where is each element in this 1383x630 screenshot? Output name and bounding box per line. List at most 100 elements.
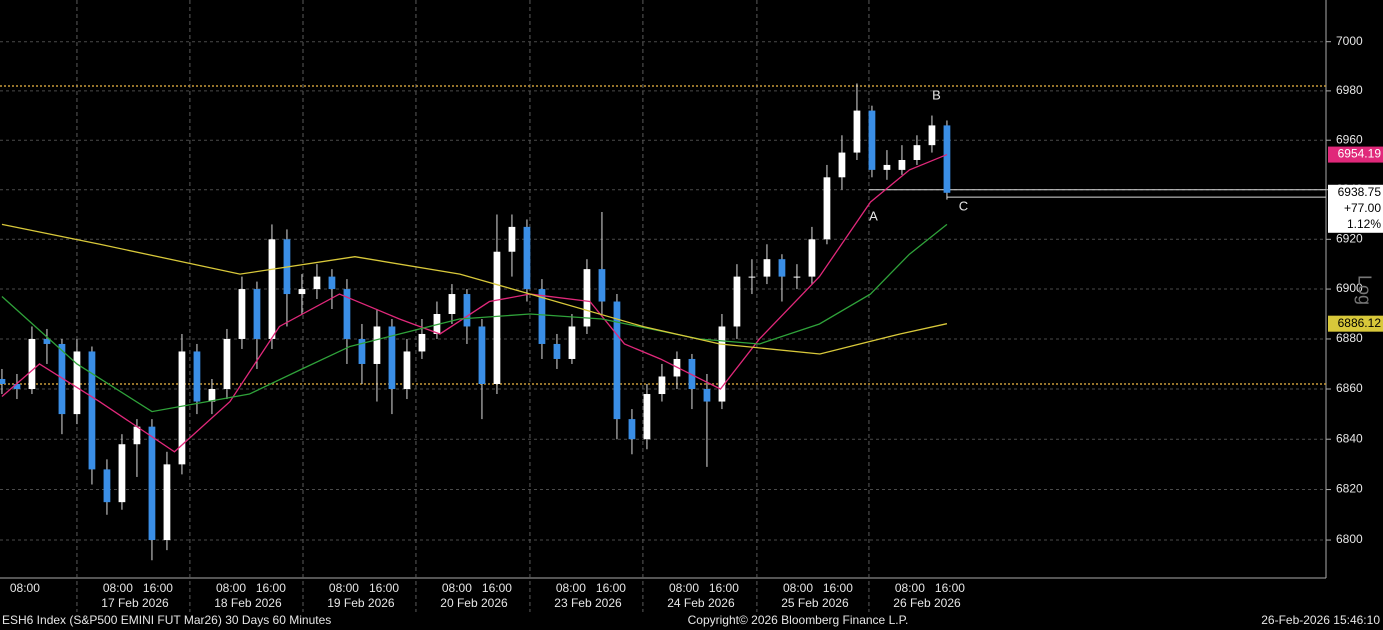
slow-ma-tag: 6886.12 (1338, 316, 1382, 330)
y-tick-label: 6880 (1336, 331, 1363, 345)
annotation: C (959, 198, 968, 213)
y-tick-label: 6860 (1336, 381, 1363, 395)
x-tick-label: 16:00 (369, 581, 399, 595)
candle-body (583, 269, 591, 327)
footer-left: ESH6 Index (S&P500 EMINI FUT Mar26) 30 D… (2, 613, 331, 627)
candle-body (613, 301, 621, 420)
candle-body (223, 338, 231, 390)
candle-body (103, 469, 111, 503)
moving-average (1, 223, 948, 355)
last-price: 6938.75 (1338, 185, 1382, 199)
candle-body (538, 289, 546, 344)
footer-center: Copyright© 2026 Bloomberg Finance L.P. (688, 613, 909, 627)
candle-body (43, 338, 51, 344)
x-tick-label: 16:00 (482, 581, 512, 595)
y-tick-label: 7000 (1336, 34, 1363, 48)
candle-body (268, 239, 276, 339)
change: +77.00 (1344, 201, 1381, 215)
x-tick-label: 08:00 (216, 581, 246, 595)
candle-body (658, 376, 666, 395)
x-tick-label: 08:00 (10, 581, 40, 595)
y-tick-label: 6840 (1336, 431, 1363, 445)
date-label: 20 Feb 2026 (440, 596, 508, 610)
footer-right: 26-Feb-2026 15:46:10 (1261, 613, 1380, 627)
candle-body (703, 389, 711, 402)
last-price-box (1328, 184, 1383, 233)
candle-body (853, 110, 861, 153)
candle-body (793, 276, 801, 278)
change-pct: 1.12% (1347, 217, 1381, 231)
x-tick-label: 16:00 (823, 581, 853, 595)
candle-body (163, 464, 171, 541)
candle-body (553, 343, 561, 359)
candle-body (178, 351, 186, 465)
candle-body (448, 294, 456, 314)
candle-body (118, 444, 126, 503)
candle-body (478, 326, 486, 385)
fast-ma-tag-box (1328, 146, 1383, 163)
candle-body (328, 276, 336, 290)
candle-body (313, 276, 321, 290)
candle-body (373, 326, 381, 364)
candle-body (508, 226, 516, 252)
candle-body (0, 378, 6, 385)
candle-body (808, 239, 816, 277)
candle-body (643, 394, 651, 440)
x-tick-label: 08:00 (895, 581, 925, 595)
candle-body (343, 289, 351, 339)
candle-body (388, 326, 396, 390)
date-label: 17 Feb 2026 (101, 596, 169, 610)
candle-body (193, 351, 201, 402)
candle-body (403, 351, 411, 390)
moving-average (1, 223, 948, 413)
date-label: 26 Feb 2026 (893, 596, 961, 610)
x-tick-label: 16:00 (596, 581, 626, 595)
footer-bar (0, 612, 1383, 630)
candle-body (58, 343, 66, 415)
y-tick-label: 6900 (1336, 281, 1363, 295)
date-label: 24 Feb 2026 (667, 596, 735, 610)
candle-body (568, 326, 576, 359)
candle-body (778, 259, 786, 277)
x-tick-label: 08:00 (103, 581, 133, 595)
candle-body (883, 164, 891, 170)
x-tick-label: 16:00 (143, 581, 173, 595)
candle-body (823, 177, 831, 240)
slow-ma-tag-box (1328, 315, 1383, 332)
candle-body (253, 289, 261, 339)
annotation: A (869, 208, 878, 223)
candle-body (148, 426, 156, 541)
candle-body (358, 338, 366, 364)
candle-body (13, 384, 21, 390)
candle-body (913, 145, 921, 160)
candle-body (208, 389, 216, 402)
date-label: 18 Feb 2026 (214, 596, 282, 610)
candle-body (898, 159, 906, 170)
moving-average (1, 153, 948, 453)
x-tick-label: 08:00 (783, 581, 813, 595)
scale-label: Log (1354, 275, 1374, 305)
y-tick-label: 6800 (1336, 532, 1363, 546)
x-tick-label: 08:00 (669, 581, 699, 595)
candle-body (418, 333, 426, 352)
candle-body (493, 251, 501, 385)
candle-body (688, 358, 696, 390)
date-label: 23 Feb 2026 (554, 596, 622, 610)
x-tick-label: 16:00 (935, 581, 965, 595)
fast-ma-tag: 6954.19 (1338, 147, 1382, 161)
x-tick-label: 16:00 (256, 581, 286, 595)
y-tick-label: 6980 (1336, 83, 1363, 97)
y-tick-label: 6820 (1336, 482, 1363, 496)
y-tick-label: 6960 (1336, 132, 1363, 146)
candle-body (598, 269, 606, 302)
candle-body (928, 125, 936, 146)
candle-body (73, 351, 81, 415)
annotation: B (932, 87, 941, 102)
candle-body (868, 110, 876, 170)
x-tick-label: 08:00 (329, 581, 359, 595)
date-label: 19 Feb 2026 (327, 596, 395, 610)
candle-body (748, 276, 756, 278)
candle-body (28, 338, 36, 390)
